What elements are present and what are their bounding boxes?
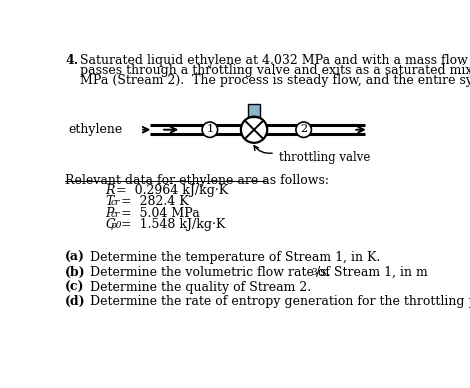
Text: =  0.2964 kJ/kg·K: = 0.2964 kJ/kg·K: [116, 184, 228, 197]
Text: C: C: [105, 218, 115, 231]
Text: 3: 3: [312, 268, 317, 277]
Circle shape: [296, 122, 312, 137]
Text: Saturated liquid ethylene at 4.032 MPa and with a mass flow rate of 20 kg/s (Str: Saturated liquid ethylene at 4.032 MPa a…: [80, 54, 470, 67]
Text: =  5.04 MPa: = 5.04 MPa: [121, 207, 199, 220]
Text: MPa (Stream 2).  The process is steady flow, and the entire system is well-insul: MPa (Stream 2). The process is steady fl…: [80, 74, 470, 87]
Text: (c): (c): [65, 281, 85, 294]
Text: P: P: [105, 207, 114, 220]
Text: 1: 1: [206, 124, 213, 134]
Circle shape: [242, 118, 266, 142]
Text: =  282.4 K: = 282.4 K: [121, 195, 188, 208]
Text: Relevant data for ethylene are as follows:: Relevant data for ethylene are as follow…: [65, 173, 329, 187]
Text: (b): (b): [65, 266, 86, 279]
Text: R: R: [105, 184, 115, 197]
Text: T: T: [105, 195, 114, 208]
Text: (a): (a): [65, 251, 85, 264]
Text: Determine the rate of entropy generation for the throttling process, in kW/K.: Determine the rate of entropy generation…: [82, 295, 470, 308]
Text: throttling valve: throttling valve: [279, 151, 370, 164]
Text: 4.: 4.: [65, 54, 78, 67]
Text: Determine the quality of Stream 2.: Determine the quality of Stream 2.: [82, 281, 311, 294]
Text: Determine the temperature of Stream 1, in K.: Determine the temperature of Stream 1, i…: [82, 251, 380, 264]
Text: 2: 2: [300, 124, 307, 134]
Text: p0: p0: [110, 221, 122, 230]
Bar: [248, 104, 260, 117]
Text: cr: cr: [110, 198, 120, 207]
Text: passes through a throttling valve and exits as a saturated mixture at pressure 1: passes through a throttling valve and ex…: [80, 64, 470, 77]
Text: Determine the volumetric flow rate of Stream 1, in m: Determine the volumetric flow rate of St…: [82, 266, 428, 279]
Text: /s.: /s.: [316, 266, 330, 279]
Text: ethylene: ethylene: [69, 123, 123, 136]
Text: =  1.548 kJ/kg·K: = 1.548 kJ/kg·K: [121, 218, 225, 231]
Text: cr: cr: [110, 210, 120, 219]
Text: (d): (d): [65, 295, 86, 308]
Circle shape: [202, 122, 218, 137]
